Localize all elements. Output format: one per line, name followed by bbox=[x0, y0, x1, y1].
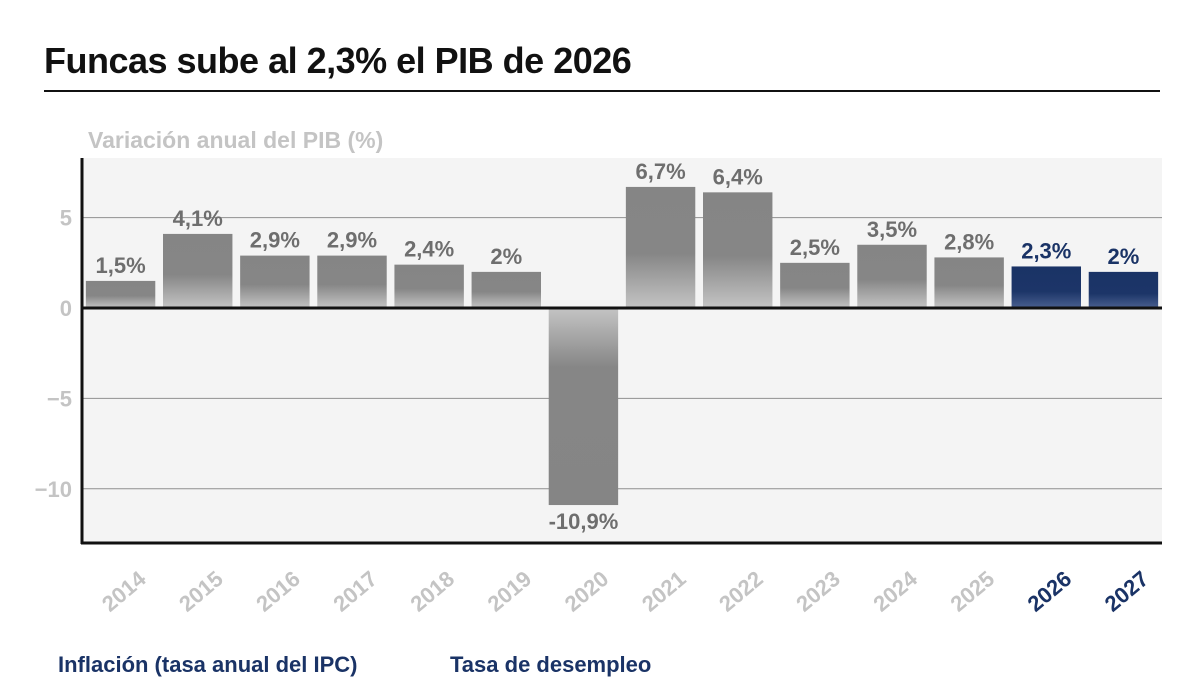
value-label: 4,1% bbox=[173, 206, 223, 231]
x-tick-label: 2025 bbox=[946, 566, 1000, 617]
inflation-section-label: Inflación (tasa anual del IPC) bbox=[58, 652, 358, 677]
value-label: 2,8% bbox=[944, 229, 994, 254]
x-tick-label: 2019 bbox=[483, 566, 537, 617]
bar-2018 bbox=[394, 264, 464, 309]
chart-title: Funcas sube al 2,3% el PIB de 2026 bbox=[44, 40, 632, 81]
x-tick-label: 2027 bbox=[1100, 566, 1154, 617]
bar-2017 bbox=[317, 255, 387, 309]
y-tick-label: 0 bbox=[60, 296, 72, 321]
x-tick-label: 2016 bbox=[251, 566, 305, 617]
bar-2016 bbox=[240, 255, 310, 309]
bar-2020 bbox=[548, 308, 619, 506]
x-tick-label: 2022 bbox=[714, 566, 768, 617]
y-tick-label: −5 bbox=[47, 386, 72, 411]
x-tick-label: 2014 bbox=[97, 565, 151, 616]
plot-area bbox=[82, 158, 1162, 543]
bar-2021 bbox=[625, 186, 696, 309]
value-label: 2,5% bbox=[790, 235, 840, 260]
x-tick-label: 2015 bbox=[174, 566, 228, 617]
bar-2015 bbox=[163, 233, 233, 309]
bar-2023 bbox=[780, 262, 850, 309]
y-tick-label: −10 bbox=[35, 477, 72, 502]
x-tick-label: 2020 bbox=[560, 566, 614, 617]
x-tick-label: 2021 bbox=[637, 566, 691, 617]
x-tick-label: 2018 bbox=[406, 566, 460, 617]
bar-2019 bbox=[471, 271, 541, 309]
bar-2027 bbox=[1088, 271, 1159, 309]
value-label: 3,5% bbox=[867, 217, 917, 242]
value-label: 2% bbox=[490, 244, 522, 269]
value-label: 2,9% bbox=[327, 228, 377, 253]
x-tick-label: 2023 bbox=[791, 566, 845, 617]
bar-2024 bbox=[857, 244, 927, 309]
value-label: 2,4% bbox=[404, 237, 454, 262]
unemployment-section-label: Tasa de desempleo bbox=[450, 652, 652, 677]
value-label: 6,7% bbox=[635, 159, 685, 184]
bar-2025 bbox=[934, 257, 1004, 309]
x-tick-label: 2026 bbox=[1023, 566, 1077, 617]
chart-subtitle: Variación anual del PIB (%) bbox=[88, 127, 384, 153]
x-tick-label: 2017 bbox=[328, 566, 382, 617]
value-label: 2% bbox=[1108, 244, 1140, 269]
x-tick-label: 2024 bbox=[868, 565, 922, 616]
bar-2026 bbox=[1011, 266, 1081, 309]
value-label: 1,5% bbox=[95, 253, 145, 278]
bar-2014 bbox=[85, 280, 156, 309]
value-label: 6,4% bbox=[713, 164, 763, 189]
value-label: -10,9% bbox=[549, 509, 619, 534]
title-divider bbox=[44, 90, 1160, 92]
y-tick-label: 5 bbox=[60, 206, 72, 231]
value-label: 2,9% bbox=[250, 228, 300, 253]
value-label: 2,3% bbox=[1021, 238, 1071, 263]
bar-2022 bbox=[703, 192, 773, 309]
